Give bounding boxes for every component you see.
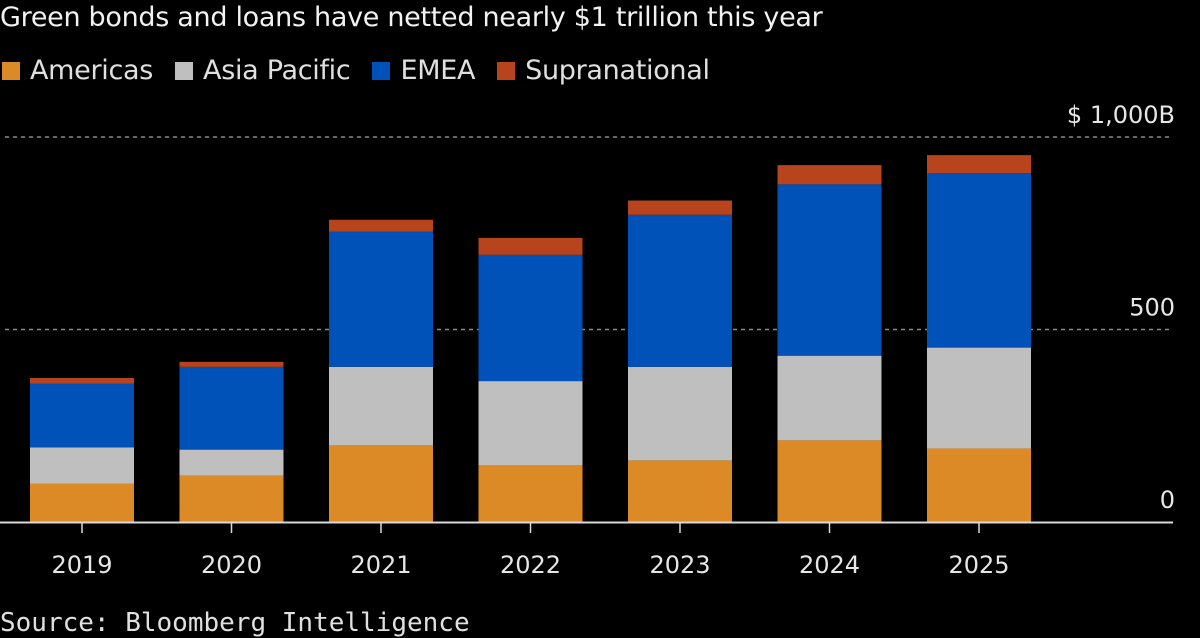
bar-segment-2022-americas: [478, 465, 583, 522]
x-axis-labels: 2019 2020 2021 2022 2023 2024 2025: [51, 551, 1009, 579]
legend-item-emea: EMEA: [372, 55, 475, 86]
x-axis: [0, 521, 1173, 533]
bar-segment-2019-supranational: [30, 378, 134, 384]
bar-segment-2025-asia-pacific: [927, 347, 1031, 449]
bar-segment-2020-asia-pacific: [179, 449, 284, 476]
y-axis-labels: 0 500 $ 1,000B: [1067, 101, 1175, 514]
legend-label-americas: Americas: [30, 55, 154, 86]
bar-segment-2019-emea: [30, 383, 134, 448]
x-tick-label-2024: 2024: [799, 551, 860, 579]
bar-segment-2019-asia-pacific: [30, 447, 134, 484]
bar-segment-2022-supranational: [478, 237, 583, 255]
bar-segment-2019-americas: [30, 483, 134, 522]
legend-item-americas: Americas: [2, 55, 153, 86]
bar-segment-2022-asia-pacific: [478, 381, 583, 466]
legend: Americas Asia Pacific EMEA Supranational: [2, 55, 732, 86]
bar-segment-2024-supranational: [777, 165, 882, 185]
legend-swatch-emea: [372, 61, 391, 80]
chart-title: Green bonds and loans have netted nearly…: [0, 2, 823, 33]
bars: [30, 155, 1031, 522]
bar-segment-2021-americas: [329, 445, 433, 522]
x-tick-label-2021: 2021: [350, 551, 411, 579]
legend-swatch-asia-pacific: [175, 61, 194, 80]
legend-label-supranational: Supranational: [525, 55, 710, 86]
x-tick-label-2020: 2020: [201, 551, 262, 579]
bar-segment-2024-emea: [777, 184, 882, 356]
y-tick-label-1000: $ 1,000B: [1067, 101, 1175, 129]
x-tick-label-2025: 2025: [948, 551, 1009, 579]
bar-segment-2021-emea: [329, 231, 433, 367]
bar-segment-2023-emea: [628, 214, 732, 367]
x-tick-label-2019: 2019: [51, 551, 112, 579]
legend-swatch-americas: [2, 61, 20, 80]
x-tick-label-2023: 2023: [649, 551, 710, 579]
legend-label-emea: EMEA: [400, 55, 476, 86]
bar-segment-2024-asia-pacific: [777, 355, 882, 441]
legend-item-asia-pacific: Asia Pacific: [175, 55, 351, 86]
bar-segment-2025-americas: [927, 448, 1031, 522]
bar-segment-2024-americas: [777, 440, 882, 522]
bar-segment-2023-supranational: [628, 200, 732, 215]
bar-segment-2021-supranational: [329, 219, 433, 232]
bar-segment-2025-emea: [927, 173, 1031, 348]
gridlines: [5, 136, 1173, 331]
x-tick-label-2022: 2022: [500, 551, 561, 579]
bar-segment-2021-asia-pacific: [329, 366, 433, 446]
legend-swatch-supranational: [497, 61, 516, 80]
bar-segment-2025-supranational: [927, 155, 1031, 174]
bar-segment-2020-supranational: [179, 361, 284, 367]
bar-segment-2020-americas: [179, 475, 284, 522]
source-note: Source: Bloomberg Intelligence: [0, 608, 470, 638]
legend-label-asia-pacific: Asia Pacific: [203, 55, 351, 86]
bar-segment-2023-americas: [628, 460, 732, 522]
y-tick-label-500: 500: [1129, 294, 1175, 322]
bar-segment-2020-emea: [179, 366, 284, 450]
y-tick-label-0: 0: [1160, 486, 1175, 514]
bar-segment-2022-emea: [478, 254, 583, 382]
bar-segment-2023-asia-pacific: [628, 366, 732, 461]
legend-item-supranational: Supranational: [497, 55, 710, 86]
